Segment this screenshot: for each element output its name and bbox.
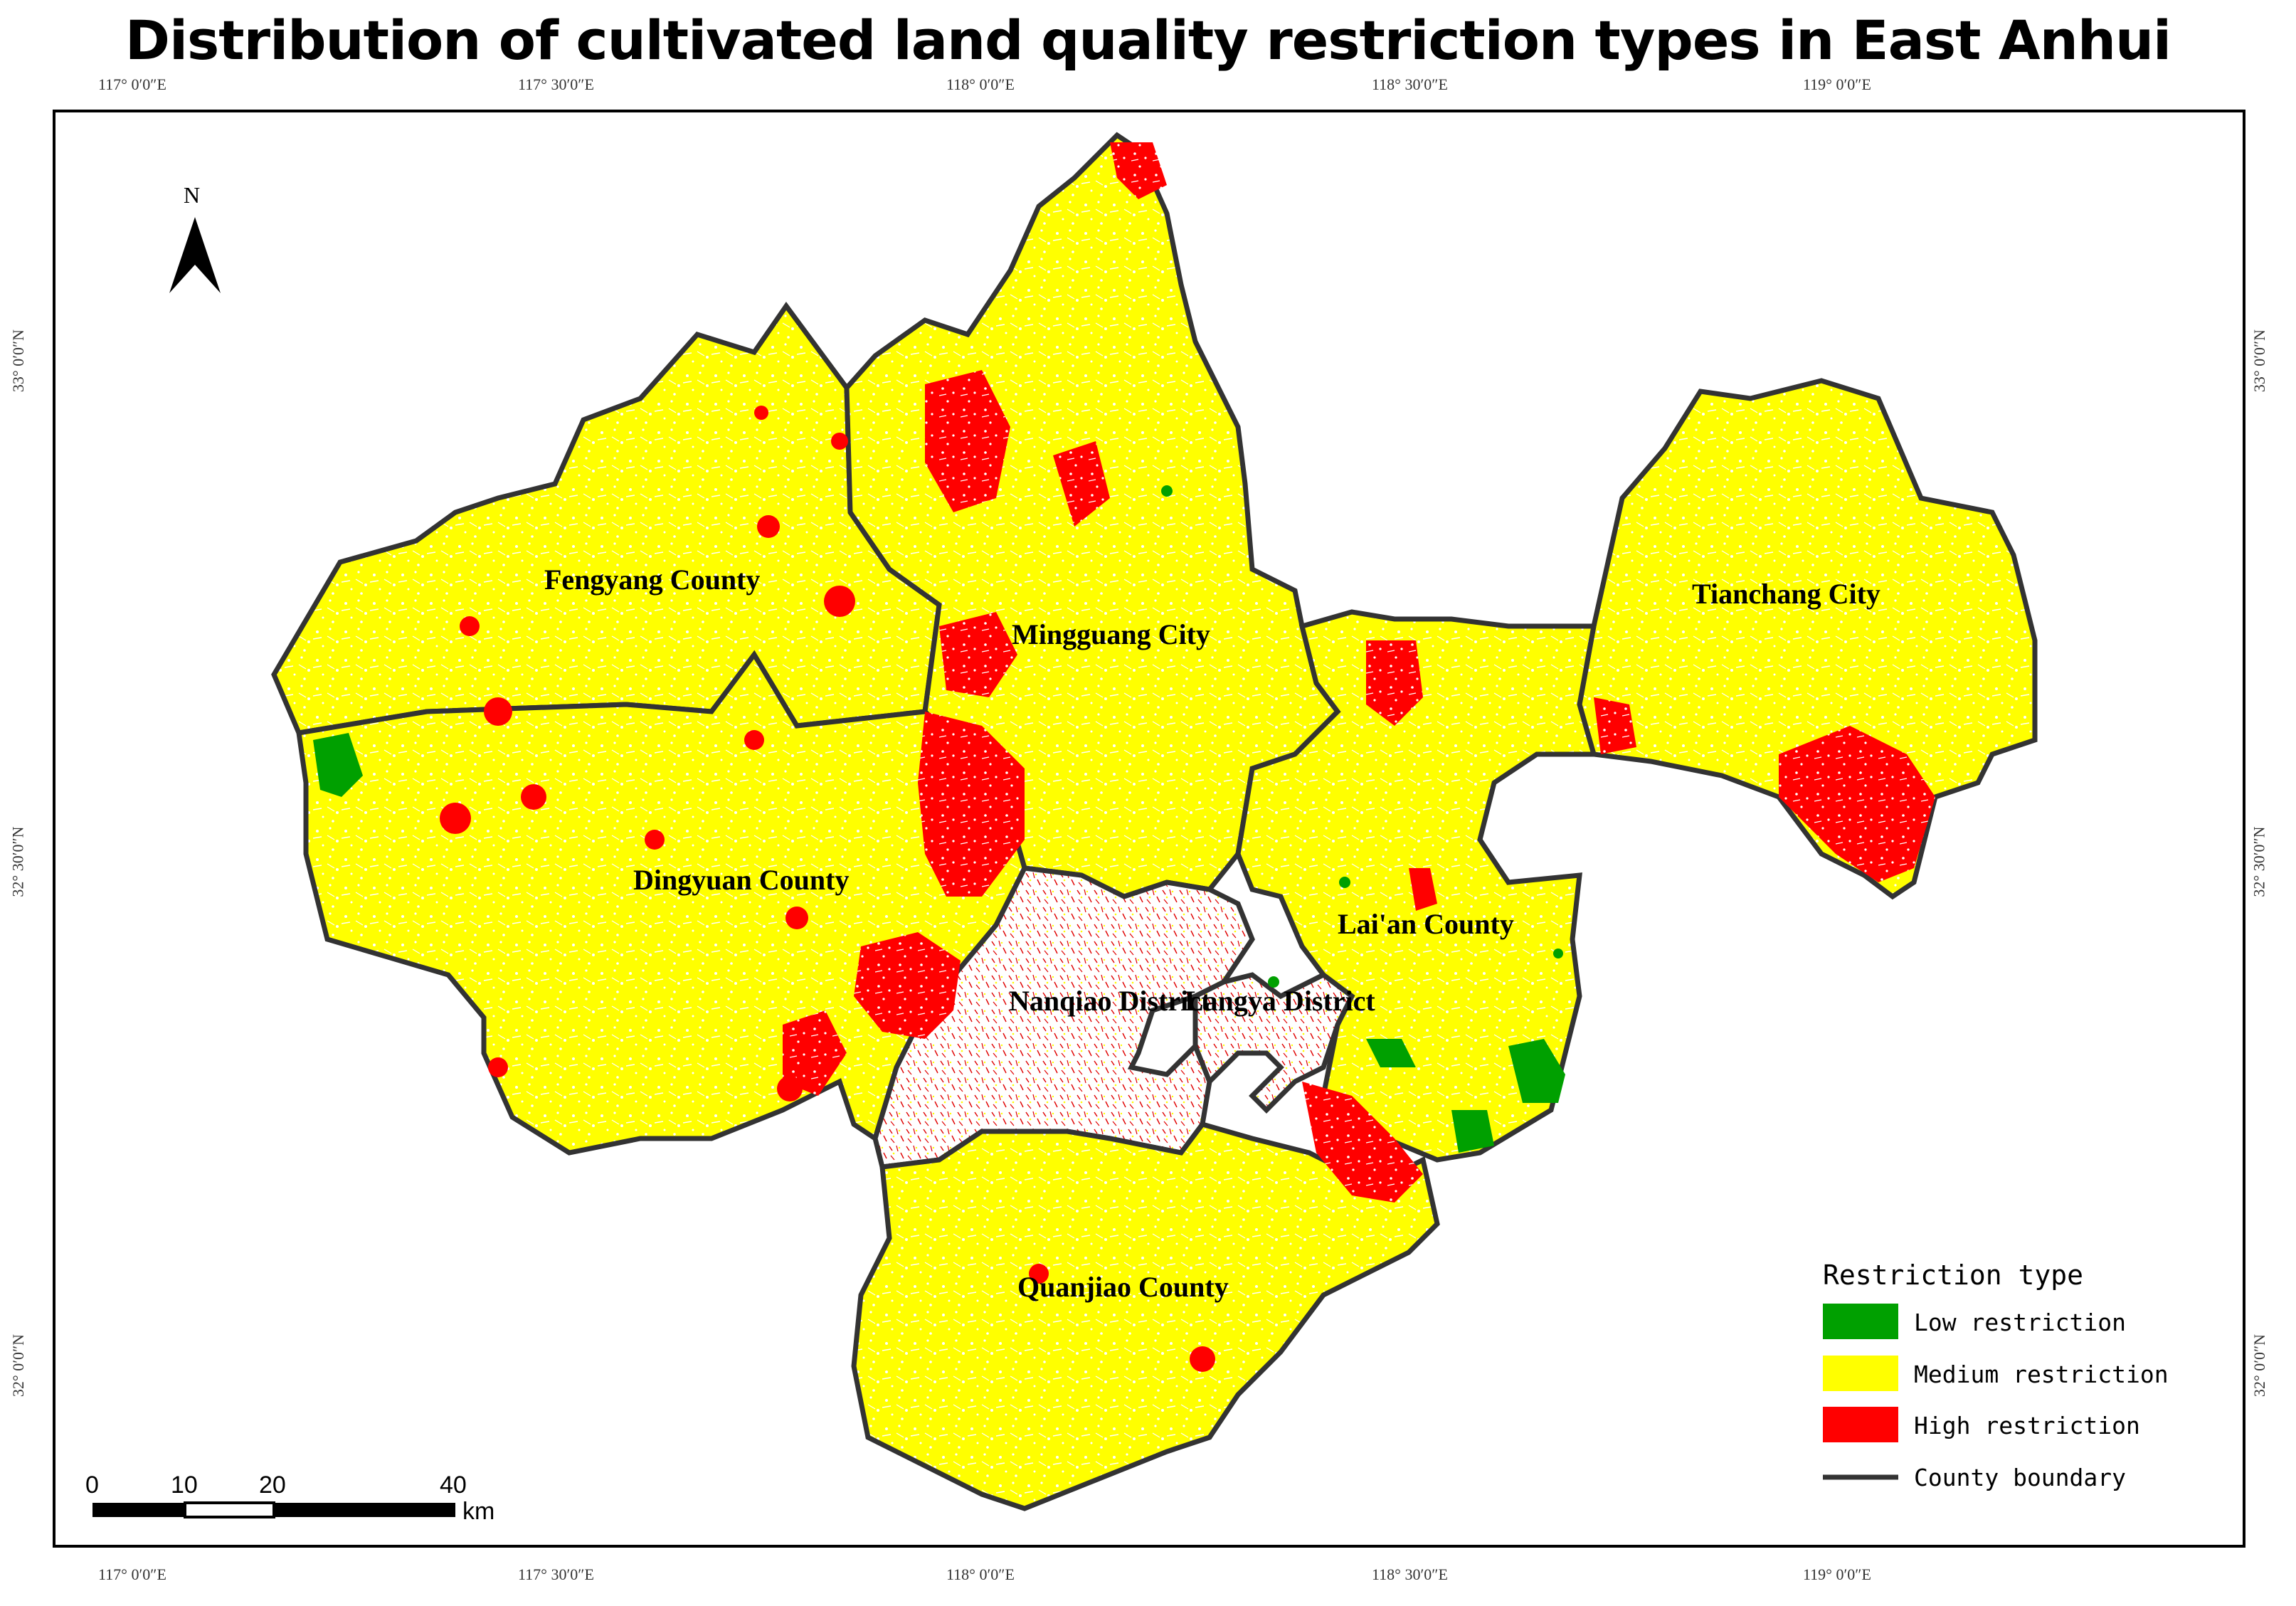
scale-tick-10: 10 — [171, 1472, 198, 1499]
legend-label-high: High restriction — [1914, 1412, 2140, 1439]
scale-tick-20: 20 — [259, 1472, 286, 1499]
lon-tick-top-2: 117° 30′0″E — [518, 75, 594, 93]
scale-unit: km — [462, 1498, 494, 1525]
county-label-nanqiao: Nanqiao District — [1009, 985, 1211, 1017]
lon-tick-top-4: 118° 30′0″E — [1372, 75, 1448, 93]
county-label-dingyuan: Dingyuan County — [633, 864, 849, 896]
map-title: Distribution of cultivated land quality … — [125, 9, 2171, 72]
county-label-tianchang: Tianchang City — [1692, 578, 1880, 610]
legend: Restriction type Low restriction Medium … — [1823, 1259, 2169, 1491]
scale-bar: 0 10 20 40 km — [85, 1472, 494, 1525]
legend-label-medium: Medium restriction — [1914, 1361, 2169, 1388]
legend-title: Restriction type — [1823, 1259, 2083, 1291]
lon-tick-bottom-1: 117° 0′0″E — [98, 1565, 166, 1583]
high-restriction-patches — [440, 142, 1935, 1372]
legend-label-low: Low restriction — [1914, 1309, 2126, 1336]
lon-tick-top-1: 117° 0′0″E — [98, 75, 166, 93]
legend-swatch-medium — [1823, 1356, 1898, 1391]
county-label-mingguang: Mingguang City — [1012, 618, 1210, 650]
county-label-quanjiao: Quanjiao County — [1017, 1271, 1229, 1303]
north-arrow-icon — [169, 217, 221, 293]
lon-tick-top-3: 118° 0′0″E — [946, 75, 1015, 93]
county-fengyang — [271, 301, 942, 736]
lon-tick-bottom-2: 117° 30′0″E — [518, 1565, 594, 1583]
county-label-langya: Langya District — [1185, 985, 1375, 1017]
north-arrow: N — [169, 182, 221, 293]
low-restriction-patches — [313, 485, 1565, 1153]
north-label: N — [184, 182, 200, 208]
county-tianchang — [1577, 378, 2038, 900]
county-langya — [1192, 971, 1355, 1114]
county-label-laian: Lai'an County — [1338, 908, 1514, 940]
lon-tick-bottom-4: 118° 30′0″E — [1372, 1565, 1448, 1583]
lon-tick-bottom-3: 118° 0′0″E — [946, 1565, 1015, 1583]
county-label-fengyang: Fengyang County — [544, 564, 760, 596]
scale-tick-0: 0 — [85, 1472, 99, 1499]
legend-swatch-low — [1823, 1304, 1898, 1339]
county-quanjiao — [851, 1121, 1440, 1511]
lon-tick-bottom-5: 119° 0′0″E — [1803, 1565, 1871, 1583]
legend-label-boundary: County boundary — [1914, 1464, 2126, 1491]
scale-tick-40: 40 — [440, 1472, 467, 1499]
lon-tick-top-5: 119° 0′0″E — [1803, 75, 1871, 93]
legend-swatch-high — [1823, 1407, 1898, 1442]
